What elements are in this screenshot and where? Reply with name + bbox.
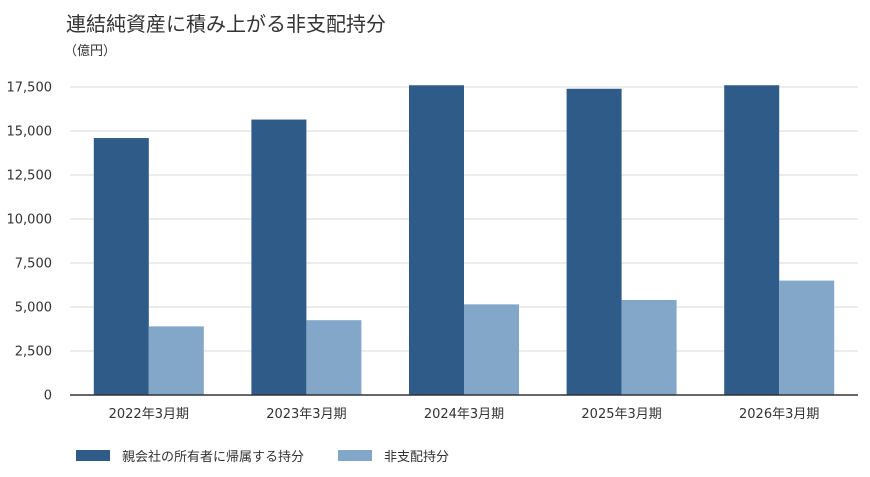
y-tick-label: 15,000 bbox=[7, 125, 53, 140]
x-tick-label: 2023年3月期 bbox=[266, 407, 346, 422]
x-tick-label: 2025年3月期 bbox=[581, 407, 661, 422]
y-axis-unit-label: （億円） bbox=[64, 44, 117, 59]
y-tick-label: 0 bbox=[44, 389, 52, 404]
x-tick-label: 2024年3月期 bbox=[424, 407, 504, 422]
y-tick-label: 17,500 bbox=[7, 81, 53, 96]
x-tick-label: 2022年3月期 bbox=[109, 407, 189, 422]
legend-swatch-parent bbox=[76, 450, 110, 461]
legend: 親会社の所有者に帰属する持分 非支配持分 bbox=[76, 446, 483, 465]
chart-title: 連結純資産に積み上がる非支配持分 bbox=[66, 12, 386, 36]
bar-nci bbox=[779, 280, 835, 395]
y-tick-label: 12,500 bbox=[7, 169, 53, 184]
legend-label-nci: 非支配持分 bbox=[384, 450, 450, 465]
bar-parent bbox=[93, 138, 149, 396]
y-tick-label: 7,500 bbox=[15, 257, 52, 272]
legend-item-parent: 親会社の所有者に帰属する持分 bbox=[76, 446, 304, 465]
bar-nci bbox=[148, 326, 204, 395]
bar-parent bbox=[724, 85, 780, 396]
bar-nci bbox=[464, 304, 519, 395]
legend-swatch-nci bbox=[338, 450, 373, 461]
bar-parent bbox=[566, 88, 622, 395]
bar-nci bbox=[306, 320, 362, 395]
bar-parent bbox=[251, 119, 307, 395]
legend-label-parent: 親会社の所有者に帰属する持分 bbox=[122, 450, 305, 465]
y-tick-label: 5,000 bbox=[15, 301, 52, 316]
y-tick-label: 10,000 bbox=[7, 213, 53, 228]
x-tick-label: 2026年3月期 bbox=[739, 407, 819, 422]
bar-nci bbox=[621, 299, 677, 395]
legend-item-nci: 非支配持分 bbox=[338, 446, 449, 465]
y-tick-label: 2,500 bbox=[15, 345, 52, 360]
bar-parent bbox=[409, 85, 464, 396]
